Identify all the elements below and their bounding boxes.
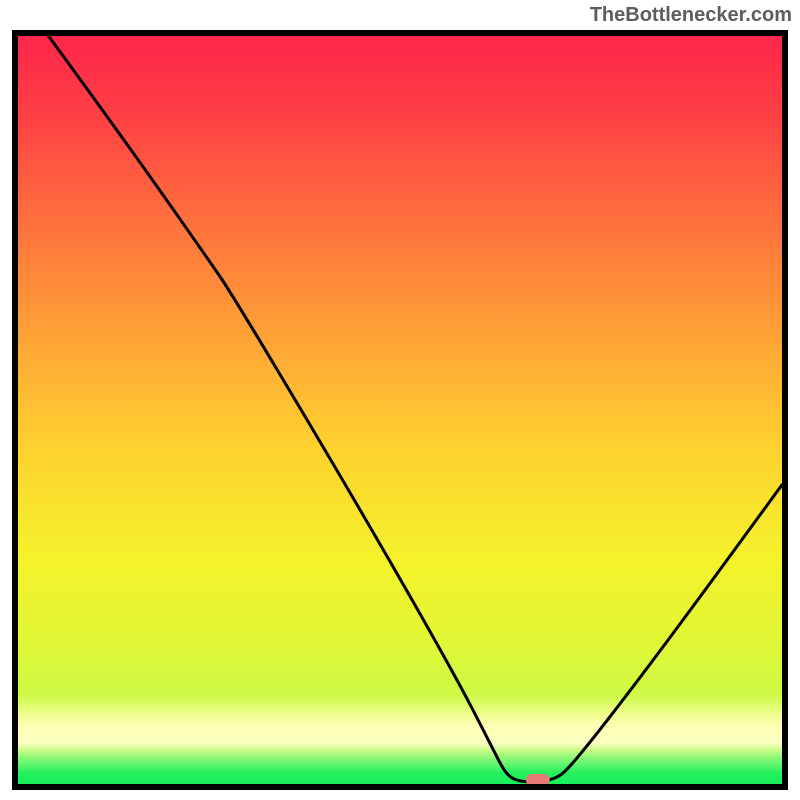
plot-area xyxy=(18,36,782,784)
optimal-marker xyxy=(525,774,549,784)
bottleneck-curve xyxy=(18,36,782,784)
watermark-text: TheBottlenecker.com xyxy=(590,4,792,27)
chart-container: { "watermark": { "text": "TheBottlenecke… xyxy=(0,0,800,800)
plot-frame xyxy=(12,30,788,790)
